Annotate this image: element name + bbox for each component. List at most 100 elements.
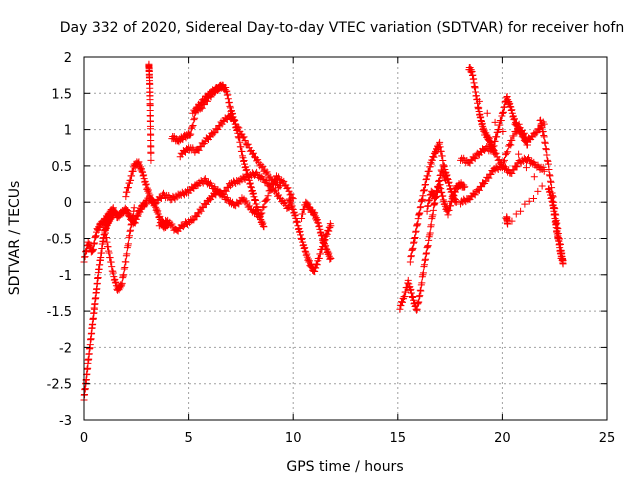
data-point: [116, 284, 124, 292]
data-point: [122, 258, 130, 266]
data-point: [187, 130, 195, 138]
data-point: [530, 194, 538, 202]
data-point: [327, 222, 335, 230]
data-point: [260, 203, 268, 211]
data-point: [259, 162, 267, 170]
data-point: [266, 186, 274, 194]
data-point: [315, 254, 323, 262]
data-point: [120, 271, 128, 279]
y-tick-label: -2.5: [47, 378, 72, 393]
data-point: [287, 190, 295, 198]
data-point: [524, 141, 532, 149]
data-point: [182, 134, 190, 142]
data-point: [413, 221, 421, 229]
data-point: [408, 245, 416, 253]
data-point: [396, 305, 404, 313]
data-point: [109, 267, 117, 275]
data-point: [447, 202, 455, 210]
data-point: [242, 197, 250, 205]
data-point: [423, 175, 431, 183]
data-point: [240, 133, 248, 141]
data-point: [420, 186, 428, 194]
data-point: [425, 167, 433, 175]
data-point: [450, 191, 458, 199]
data-point: [104, 243, 112, 251]
data-point: [119, 272, 127, 280]
data-point: [499, 127, 507, 135]
data-point: [417, 287, 425, 295]
data-point: [515, 150, 523, 158]
data-point: [419, 187, 427, 195]
data-point: [435, 144, 443, 152]
data-point: [123, 188, 131, 196]
data-point: [496, 121, 504, 129]
data-point: [198, 104, 206, 112]
data-point: [89, 246, 97, 254]
data-point: [327, 255, 335, 263]
data-point: [439, 156, 447, 164]
data-point: [168, 220, 176, 228]
data-point: [316, 250, 324, 258]
data-point: [547, 177, 555, 185]
data-point: [190, 216, 198, 224]
data-point: [423, 207, 431, 215]
data-point: [417, 203, 425, 211]
data-point: [313, 261, 321, 269]
data-point: [545, 166, 553, 174]
data-point: [424, 242, 432, 250]
data-point: [264, 192, 272, 200]
data-point: [187, 124, 195, 132]
data-point: [414, 215, 422, 223]
data-point: [315, 222, 323, 230]
data-point: [491, 118, 499, 126]
data-point: [539, 163, 547, 171]
data-point: [325, 227, 333, 235]
data-point: [119, 274, 127, 282]
data-point: [512, 210, 520, 218]
series-track-secondary-hump: [176, 111, 285, 192]
data-point: [129, 213, 137, 221]
y-tick-label: -0.5: [47, 233, 72, 248]
data-point: [401, 293, 409, 301]
data-point: [485, 174, 493, 182]
data-point: [427, 160, 435, 168]
data-point: [224, 91, 232, 99]
data-point: [424, 202, 432, 210]
data-point: [129, 214, 137, 222]
data-point: [199, 204, 207, 212]
data-point: [225, 98, 233, 106]
data-point: [425, 197, 433, 205]
y-tick-label: 0.5: [51, 160, 72, 175]
data-point: [245, 173, 253, 181]
data-point: [477, 183, 485, 191]
data-point: [445, 206, 453, 214]
data-point: [320, 237, 328, 245]
data-point: [410, 238, 418, 246]
data-point: [425, 236, 433, 244]
data-point: [126, 227, 134, 235]
data-point: [199, 179, 207, 187]
data-point: [540, 131, 548, 139]
x-tick-labels: 0 5 10 15 20 25: [80, 431, 615, 446]
data-point: [103, 238, 111, 246]
data-point: [144, 186, 152, 194]
data-point: [92, 232, 100, 240]
data-points: [80, 60, 567, 404]
data-point: [545, 171, 553, 179]
data-point: [147, 156, 155, 164]
data-point: [426, 229, 434, 237]
data-point: [415, 210, 423, 218]
data-point: [504, 148, 512, 156]
data-point: [122, 252, 130, 260]
data-point: [311, 209, 319, 217]
data-point: [541, 139, 549, 147]
data-point: [188, 123, 196, 131]
data-point: [475, 186, 483, 194]
data-point: [120, 265, 128, 273]
data-point: [435, 177, 443, 185]
data-point: [303, 250, 311, 258]
data-point: [112, 278, 120, 286]
data-point: [81, 253, 89, 261]
data-point: [243, 166, 251, 174]
